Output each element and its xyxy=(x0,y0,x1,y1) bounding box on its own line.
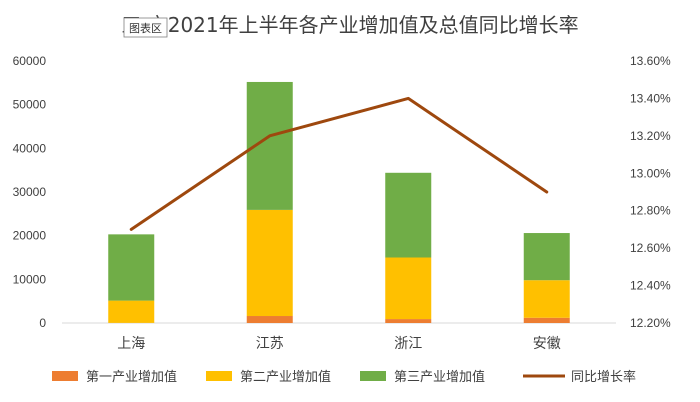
left-tick-label: 30000 xyxy=(13,185,47,199)
legend-label: 第二产业增加值 xyxy=(240,369,331,385)
bar-series xyxy=(108,81,570,323)
right-tick-label: 12.40% xyxy=(630,279,671,293)
legend: 第一产业增加值 第二产业增加值 第三产业增加值 同比增长率 xyxy=(52,369,636,385)
legend-label: 第三产业增加值 xyxy=(394,369,485,385)
growth-rate-line xyxy=(129,96,549,231)
bar-segment-3 xyxy=(385,172,432,258)
bar-segment-3 xyxy=(108,234,155,301)
legend-swatch xyxy=(52,371,78,381)
left-tick-label: 20000 xyxy=(13,229,47,243)
bar-segment-3 xyxy=(523,233,570,281)
right-tick-label: 13.20% xyxy=(630,129,671,143)
left-tick-label: 60000 xyxy=(13,54,47,68)
line-series xyxy=(129,96,549,231)
category-labels: 上海 江苏 浙江 安徽 xyxy=(117,336,561,352)
legend-label: 第一产业增加值 xyxy=(86,369,177,385)
bar-segment-2 xyxy=(108,300,155,323)
bar-segment-2 xyxy=(385,257,432,320)
left-tick-label: 40000 xyxy=(13,141,47,155)
category-label: 安徽 xyxy=(533,336,561,352)
category-label: 上海 xyxy=(117,336,145,352)
left-axis-ticks: 0 10000 20000 30000 40000 50000 60000 xyxy=(13,54,47,330)
right-tick-label: 12.20% xyxy=(630,316,671,330)
bar-segment-1 xyxy=(385,319,432,323)
chart-area-tag: 图表区 xyxy=(123,17,168,38)
legend-label: 同比增长率 xyxy=(571,369,636,385)
right-tick-label: 13.00% xyxy=(630,166,671,180)
left-tick-label: 0 xyxy=(39,316,46,330)
chart-area-tag-label: 图表区 xyxy=(129,21,162,35)
right-tick-label: 13.60% xyxy=(630,54,671,68)
right-tick-label: 12.60% xyxy=(630,241,671,255)
right-tick-label: 13.40% xyxy=(630,91,671,105)
bar-segment-2 xyxy=(523,280,570,318)
legend-swatch xyxy=(360,371,386,381)
chart-title: 三 市2021年上半年各产业增加值及总值同比增长率 xyxy=(121,13,578,37)
bar-segment-1 xyxy=(523,317,570,323)
left-tick-label: 50000 xyxy=(13,98,47,112)
left-tick-label: 10000 xyxy=(13,272,47,286)
right-axis-ticks: 12.20% 12.40% 12.60% 12.80% 13.00% 13.20% 13.4… xyxy=(630,54,671,330)
bar-segment-1 xyxy=(246,316,293,323)
right-tick-label: 12.80% xyxy=(630,204,671,218)
category-label: 江苏 xyxy=(256,336,284,352)
category-label: 浙江 xyxy=(394,336,422,352)
bar-segment-2 xyxy=(246,209,293,317)
legend-swatch xyxy=(206,371,232,381)
